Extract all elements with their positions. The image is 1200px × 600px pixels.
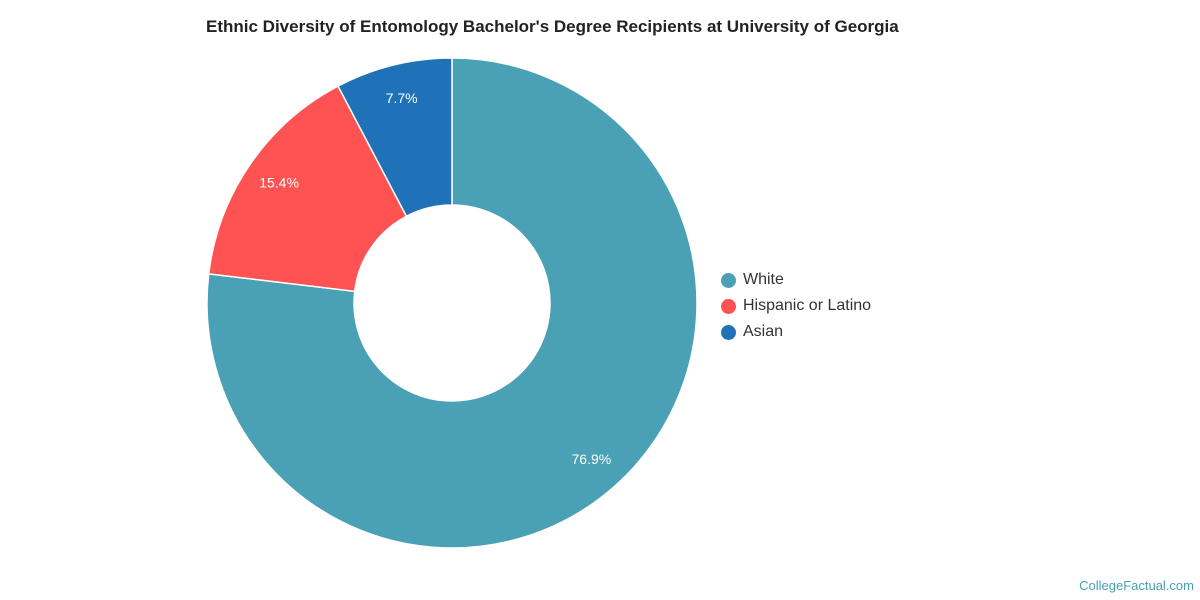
chart-title: Ethnic Diversity of Entomology Bachelor'… [206, 17, 899, 36]
legend-label-asian: Asian [743, 323, 784, 340]
legend-swatch-white [721, 272, 736, 288]
legend-item-asian[interactable]: Asian [721, 319, 871, 345]
slice-label-hispanic-or-latino: 15.4% [259, 175, 299, 191]
source-credit[interactable]: CollegeFactual.com [1079, 578, 1194, 593]
slice-label-white: 76.9% [572, 451, 612, 467]
legend-swatch-hispanic-or-latino [721, 298, 736, 314]
legend-item-white[interactable]: White [721, 267, 871, 293]
legend-item-hispanic-or-latino[interactable]: Hispanic or Latino [721, 293, 871, 319]
legend: White Hispanic or Latino Asian [721, 267, 871, 345]
slice-label-asian: 7.7% [386, 90, 418, 106]
slice-asian[interactable] [337, 57, 453, 218]
slice-white[interactable] [206, 57, 698, 549]
legend-label-white: White [743, 271, 784, 288]
slice-hispanic-or-latino[interactable] [207, 85, 408, 293]
legend-swatch-asian [721, 324, 736, 340]
legend-label-hispanic-or-latino: Hispanic or Latino [743, 297, 872, 314]
